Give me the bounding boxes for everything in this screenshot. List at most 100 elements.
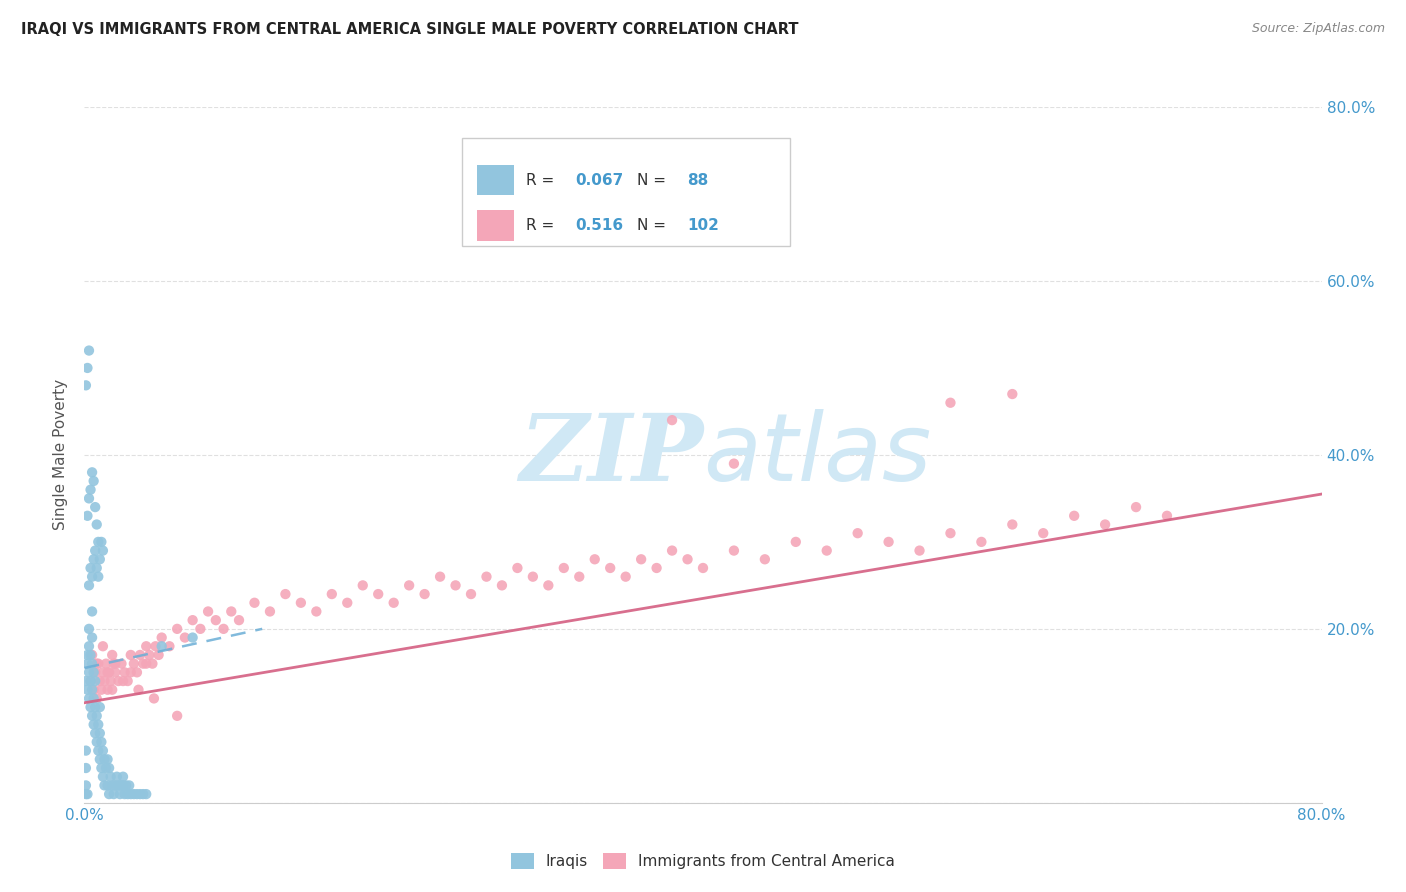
Text: 88: 88 bbox=[688, 172, 709, 187]
Point bbox=[138, 648, 160, 662]
Point bbox=[475, 570, 498, 584]
Point bbox=[128, 682, 150, 697]
Point bbox=[93, 752, 115, 766]
Text: N =: N = bbox=[637, 218, 671, 233]
Point bbox=[118, 778, 141, 792]
Point bbox=[87, 570, 110, 584]
Point bbox=[181, 613, 204, 627]
Point bbox=[93, 674, 115, 689]
Point bbox=[75, 761, 97, 775]
Point bbox=[661, 413, 683, 427]
Point bbox=[87, 534, 110, 549]
Text: Source: ZipAtlas.com: Source: ZipAtlas.com bbox=[1251, 22, 1385, 36]
Point bbox=[76, 682, 98, 697]
Point bbox=[86, 735, 108, 749]
Point bbox=[98, 665, 121, 680]
Text: ZIP: ZIP bbox=[519, 410, 703, 500]
Point bbox=[444, 578, 467, 592]
Point bbox=[1001, 517, 1024, 532]
Point bbox=[117, 674, 139, 689]
Point bbox=[413, 587, 436, 601]
Point bbox=[148, 648, 170, 662]
Point bbox=[83, 552, 105, 566]
Point bbox=[290, 596, 312, 610]
Point bbox=[83, 717, 105, 731]
Point bbox=[129, 648, 152, 662]
Legend: Iraqis, Immigrants from Central America: Iraqis, Immigrants from Central America bbox=[505, 847, 901, 875]
Point bbox=[89, 552, 111, 566]
Point bbox=[908, 543, 931, 558]
Point bbox=[82, 631, 104, 645]
Point bbox=[76, 657, 98, 671]
Point bbox=[110, 778, 132, 792]
Point bbox=[91, 744, 114, 758]
Point bbox=[429, 570, 451, 584]
Point bbox=[522, 570, 544, 584]
Point bbox=[79, 648, 101, 662]
Point bbox=[90, 735, 112, 749]
Point bbox=[86, 561, 108, 575]
Point bbox=[135, 787, 157, 801]
Point bbox=[97, 682, 120, 697]
Point bbox=[77, 665, 100, 680]
Point bbox=[197, 605, 219, 619]
Point bbox=[91, 639, 114, 653]
Point bbox=[101, 778, 124, 792]
Point bbox=[77, 691, 100, 706]
Point bbox=[112, 778, 135, 792]
Point bbox=[568, 570, 591, 584]
Point bbox=[1094, 517, 1116, 532]
Point bbox=[122, 657, 145, 671]
Point bbox=[89, 700, 111, 714]
Point bbox=[117, 787, 139, 801]
Point bbox=[352, 578, 374, 592]
Point bbox=[723, 457, 745, 471]
Point bbox=[77, 578, 100, 592]
Point bbox=[599, 561, 621, 575]
Point bbox=[382, 596, 405, 610]
Point bbox=[259, 605, 281, 619]
Point bbox=[76, 787, 98, 801]
Point bbox=[79, 674, 101, 689]
Point bbox=[1156, 508, 1178, 523]
Point bbox=[583, 552, 606, 566]
Point bbox=[135, 639, 157, 653]
Point bbox=[86, 708, 108, 723]
Point bbox=[174, 631, 197, 645]
Point bbox=[76, 360, 98, 375]
Point bbox=[93, 778, 115, 792]
Point bbox=[91, 543, 114, 558]
Point bbox=[336, 596, 359, 610]
Point bbox=[108, 787, 131, 801]
Point bbox=[82, 708, 104, 723]
Point bbox=[79, 700, 101, 714]
Point bbox=[86, 657, 108, 671]
Point bbox=[815, 543, 838, 558]
Point bbox=[79, 561, 101, 575]
Point bbox=[107, 778, 129, 792]
Point bbox=[630, 552, 652, 566]
Point bbox=[125, 787, 148, 801]
Point bbox=[132, 657, 155, 671]
Point bbox=[398, 578, 420, 592]
Point bbox=[77, 622, 100, 636]
Point bbox=[75, 787, 97, 801]
Point bbox=[135, 657, 157, 671]
Point bbox=[75, 778, 97, 792]
Point bbox=[1063, 508, 1085, 523]
Point bbox=[491, 578, 513, 592]
Point bbox=[89, 726, 111, 740]
Point bbox=[94, 657, 117, 671]
Point bbox=[846, 526, 869, 541]
Point bbox=[1001, 387, 1024, 401]
Text: R =: R = bbox=[526, 218, 560, 233]
Point bbox=[83, 682, 105, 697]
Point bbox=[166, 708, 188, 723]
Point bbox=[84, 543, 107, 558]
Point bbox=[537, 578, 560, 592]
Point bbox=[367, 587, 389, 601]
Point bbox=[115, 778, 138, 792]
Point bbox=[274, 587, 297, 601]
Point bbox=[103, 787, 125, 801]
Point bbox=[91, 770, 114, 784]
